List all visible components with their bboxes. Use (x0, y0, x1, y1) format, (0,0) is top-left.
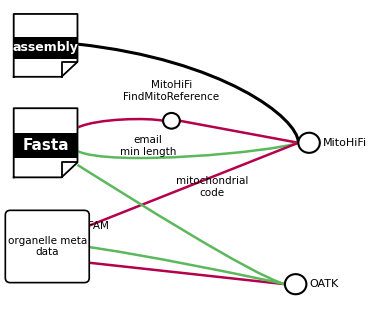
Text: OATK: OATK (310, 279, 339, 289)
Bar (14, 36, 78, 59)
Text: organelle meta
data: organelle meta data (8, 236, 87, 257)
Text: mitochondrial
code: mitochondrial code (175, 176, 248, 197)
Bar (14, 133, 78, 158)
Circle shape (298, 133, 320, 153)
Polygon shape (14, 14, 78, 77)
Text: MitoHiFi: MitoHiFi (323, 138, 367, 148)
Text: Fasta: Fasta (22, 138, 69, 153)
Circle shape (163, 113, 180, 129)
Circle shape (285, 274, 306, 294)
Text: MitoHiFi
FindMitoReference: MitoHiFi FindMitoReference (124, 80, 220, 102)
FancyBboxPatch shape (5, 210, 89, 283)
Polygon shape (14, 108, 78, 177)
Text: assembly: assembly (13, 42, 79, 55)
Text: FAM: FAM (88, 221, 108, 231)
Text: email
min length: email min length (120, 135, 176, 157)
